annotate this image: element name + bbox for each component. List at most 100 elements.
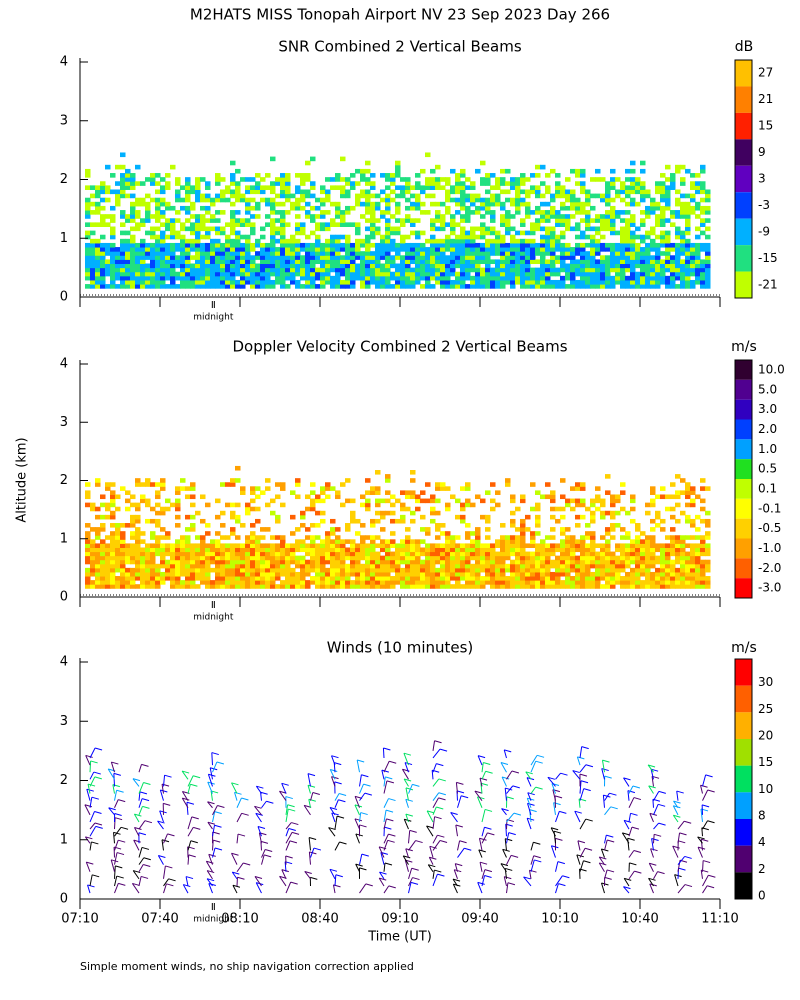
cell [670, 559, 676, 565]
cell [560, 284, 566, 289]
cell [330, 234, 336, 240]
cell [105, 559, 111, 565]
cell [690, 259, 696, 265]
cell [155, 567, 161, 573]
cell [595, 271, 601, 277]
cell [175, 490, 181, 495]
cell [415, 551, 421, 557]
cell [120, 238, 126, 244]
cell [620, 580, 626, 585]
cell [465, 555, 471, 561]
barb [452, 878, 458, 887]
cell [405, 242, 411, 248]
cell [385, 226, 391, 232]
cell [145, 478, 151, 483]
cell [630, 177, 636, 182]
cell [120, 580, 126, 585]
cell [675, 490, 681, 495]
cell [315, 523, 321, 528]
cell [220, 226, 226, 232]
cell [200, 547, 206, 553]
cell [185, 580, 191, 585]
cell [650, 210, 656, 215]
cell [550, 527, 556, 532]
cell [620, 230, 626, 236]
cell [570, 580, 576, 585]
cell [650, 255, 656, 260]
cell [85, 168, 91, 174]
cell [190, 543, 196, 548]
cell [250, 259, 256, 265]
cell [180, 279, 186, 285]
cell [430, 498, 436, 504]
cell [620, 275, 626, 281]
cell [520, 571, 526, 577]
cell [310, 255, 316, 260]
cell [280, 193, 286, 199]
cell [515, 242, 521, 248]
cell [250, 205, 256, 211]
cell [705, 510, 711, 516]
cell [590, 205, 596, 211]
cell [640, 267, 646, 273]
cell [410, 555, 416, 561]
cell [355, 251, 361, 256]
cell [430, 271, 436, 277]
cell [300, 255, 306, 260]
cell [625, 177, 631, 182]
cell [590, 563, 596, 569]
barb-flag [241, 797, 249, 801]
cell [650, 543, 656, 548]
barb-flag [143, 782, 151, 786]
cell [590, 193, 596, 199]
cell [425, 567, 431, 573]
cell [440, 259, 446, 265]
cell [345, 255, 351, 260]
cell [265, 580, 271, 585]
cell [545, 563, 551, 569]
cell [260, 571, 266, 577]
cell [180, 543, 186, 548]
cell [90, 259, 96, 265]
cell [440, 543, 446, 548]
cell [400, 514, 406, 520]
cell [540, 584, 546, 589]
barb-flag [285, 855, 293, 859]
cell [120, 539, 126, 544]
cell [475, 255, 481, 260]
cell [340, 547, 346, 553]
cell [680, 214, 686, 219]
cell [115, 563, 121, 569]
cell [210, 543, 216, 548]
colorbar-label: 2.0 [758, 422, 777, 436]
cell [585, 547, 591, 553]
cell [260, 267, 266, 273]
cell [245, 539, 251, 544]
cell [265, 242, 271, 248]
cell [540, 271, 546, 277]
cell [225, 275, 231, 281]
cell [525, 584, 531, 589]
barb-flag [307, 773, 316, 777]
cell [230, 531, 236, 536]
cell [330, 251, 336, 256]
barb-flag [94, 776, 102, 780]
cell [360, 551, 366, 557]
cell [625, 263, 631, 269]
cell [130, 502, 136, 508]
cell [625, 193, 631, 199]
cell [145, 255, 151, 260]
cell [495, 551, 501, 557]
cell [325, 580, 331, 585]
cell [530, 271, 536, 277]
cell [135, 263, 141, 269]
barb [310, 792, 314, 801]
cell [460, 168, 466, 174]
cell [390, 531, 396, 536]
cell [700, 279, 706, 285]
cell [630, 201, 636, 207]
cell [500, 523, 506, 528]
cell [425, 531, 431, 536]
cell [585, 226, 591, 232]
cell [550, 251, 556, 256]
